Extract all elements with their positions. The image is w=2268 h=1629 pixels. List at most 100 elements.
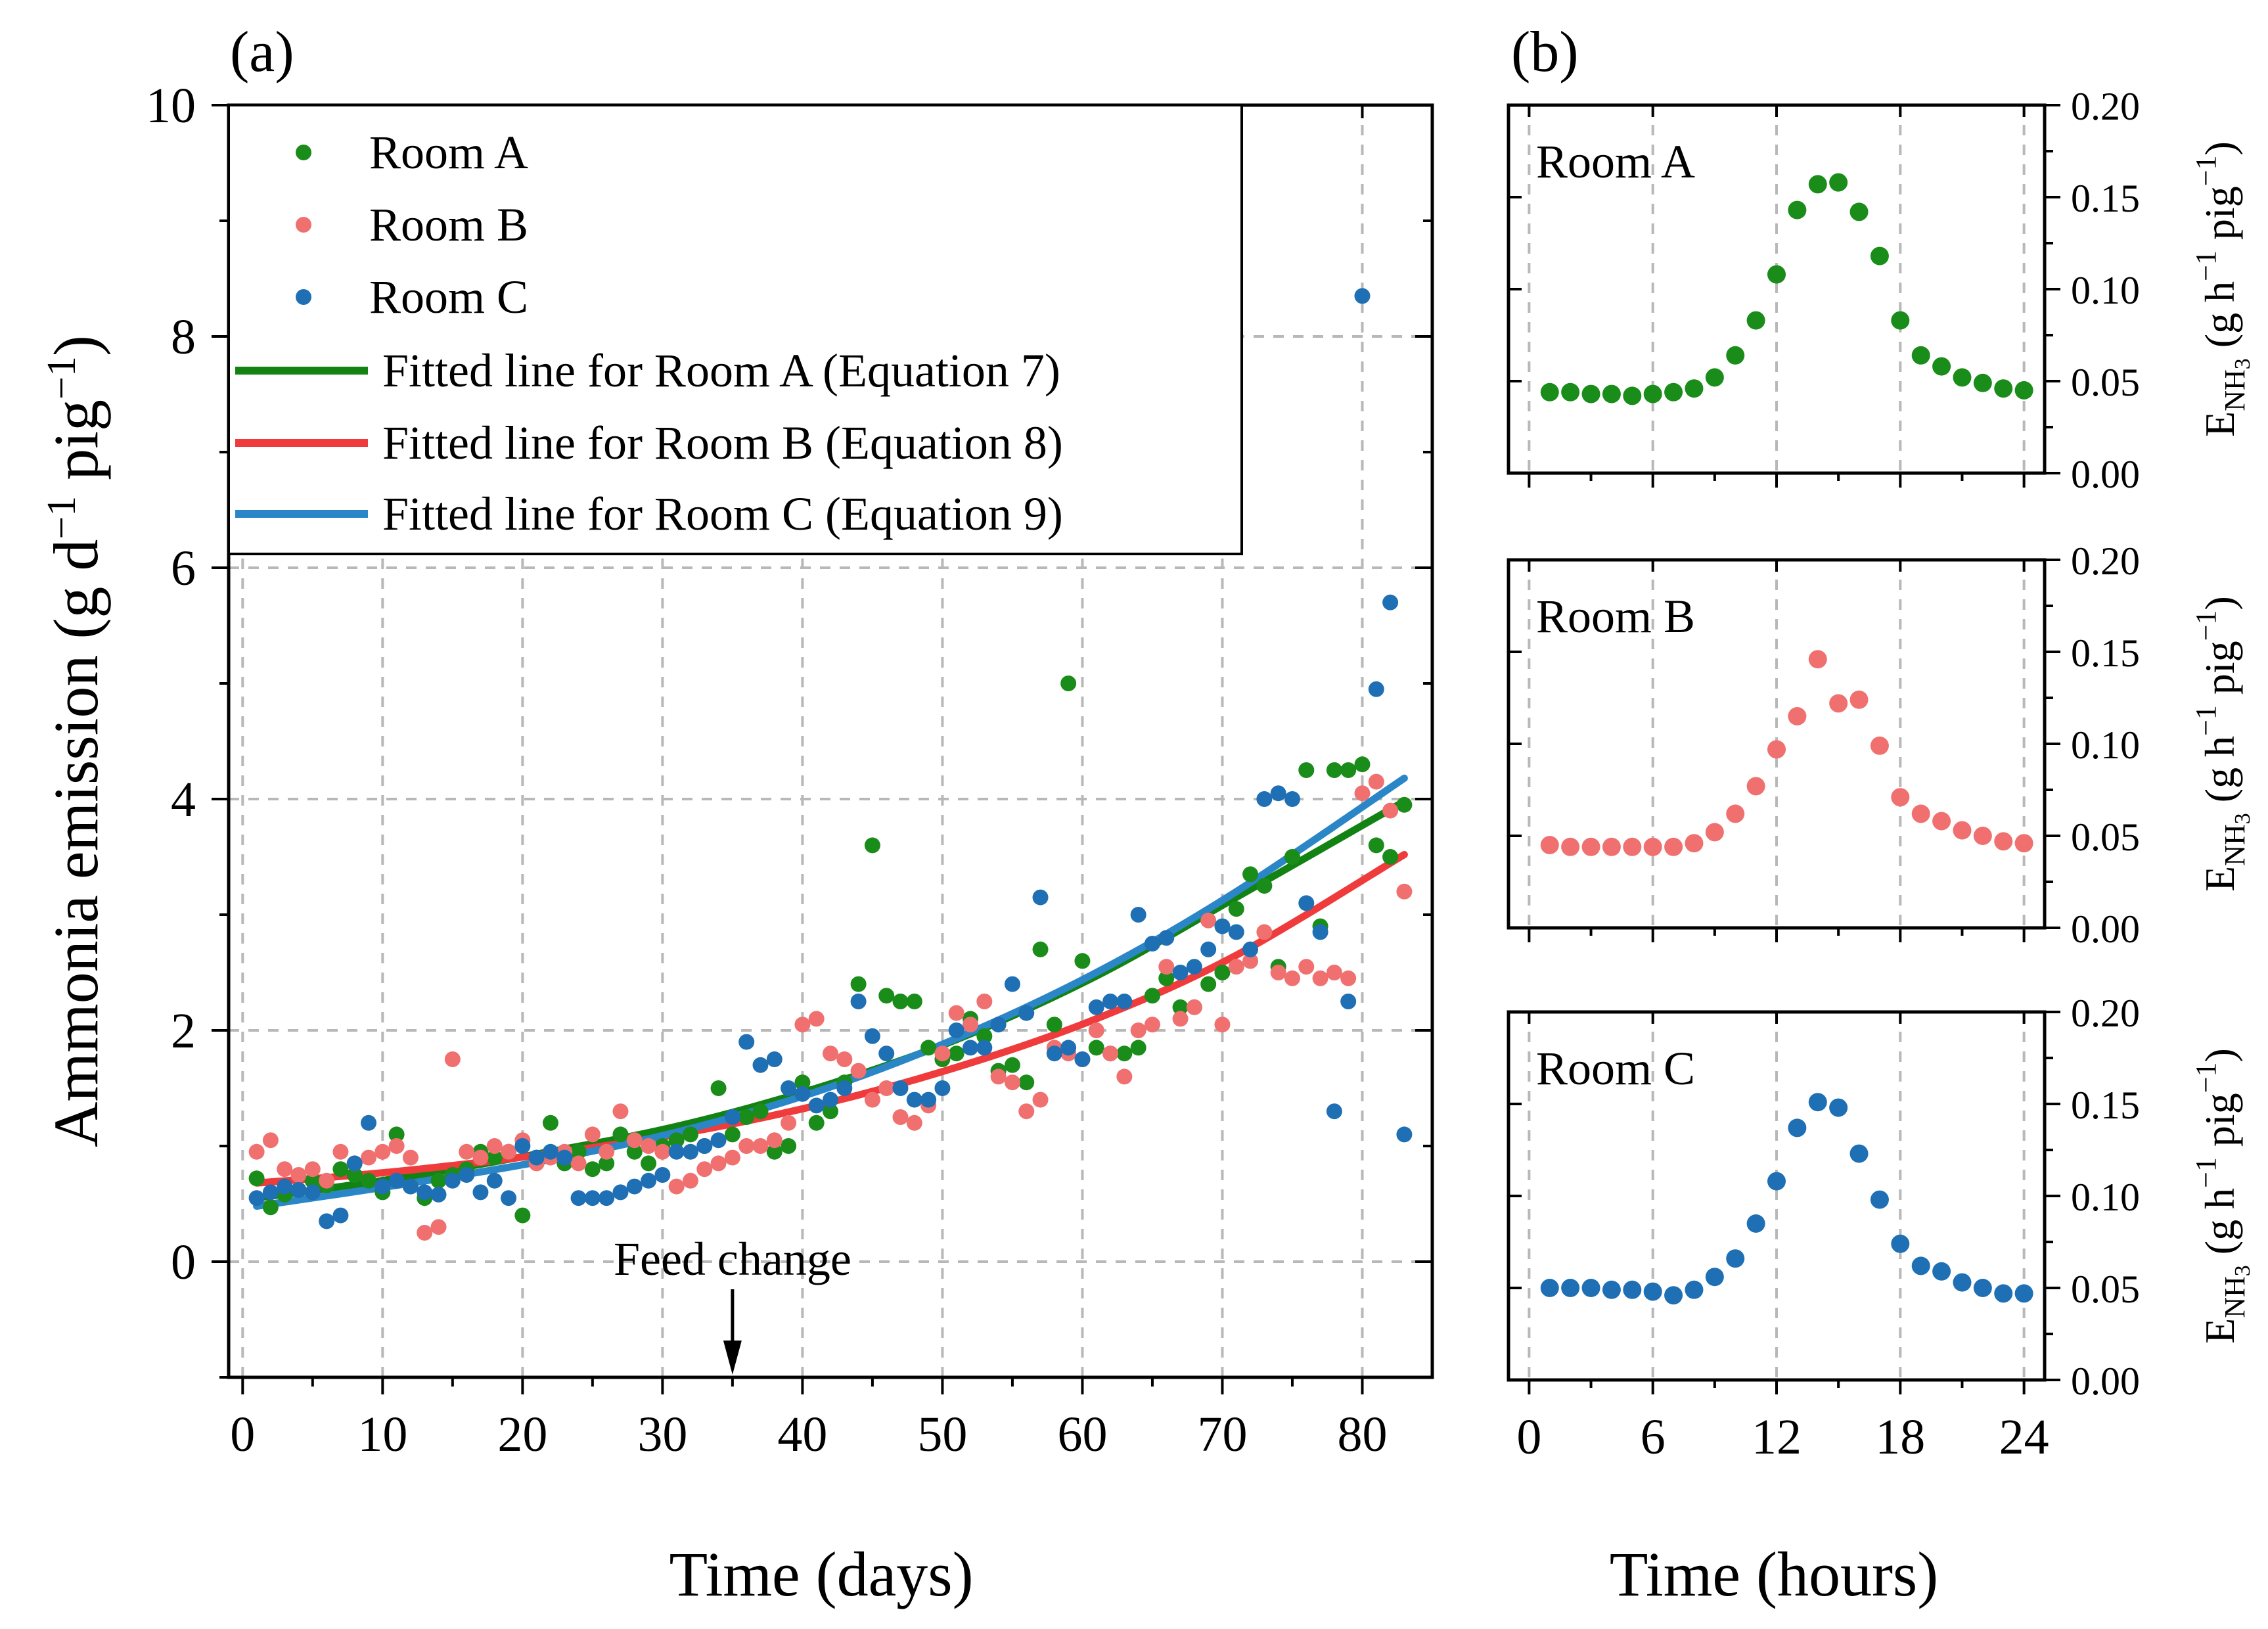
data-point-room_c xyxy=(599,1190,615,1206)
data-point-room_b xyxy=(1228,959,1244,975)
data-point-room_b xyxy=(1746,777,1765,796)
data-point-room_c xyxy=(1623,1280,1642,1299)
y-tick-label: 0.00 xyxy=(2071,453,2140,496)
data-point-room_a xyxy=(1130,1040,1146,1056)
data-point-room_c xyxy=(1088,999,1104,1015)
y-tick-label: 0.15 xyxy=(2071,177,2140,220)
data-point-room_a xyxy=(262,1199,279,1216)
data-point-room_a xyxy=(1298,762,1315,778)
data-point-room_a xyxy=(1808,175,1827,194)
data-point-room_a xyxy=(388,1126,405,1143)
panel-a-ticks xyxy=(212,104,1432,1394)
data-point-room_c xyxy=(1788,1118,1807,1137)
data-point-room_c xyxy=(641,1172,657,1189)
x-tick-label: 80 xyxy=(1337,1407,1387,1462)
data-point-room_c xyxy=(514,1138,531,1154)
data-point-room_a xyxy=(570,1143,587,1160)
data-point-room_b xyxy=(584,1126,601,1143)
subplot-frame xyxy=(1507,103,2047,475)
data-point-room_a xyxy=(1623,386,1642,405)
data-point-room_b xyxy=(459,1143,475,1160)
data-point-room_c xyxy=(738,1034,755,1050)
data-point-room_b xyxy=(654,1143,671,1160)
data-point-room_b xyxy=(1214,1017,1231,1033)
y-title-main: Ammonia emission xyxy=(41,655,111,1147)
data-point-room_c xyxy=(794,1086,811,1102)
data-point-room_c xyxy=(864,1028,880,1044)
data-point-room_a xyxy=(1256,878,1273,894)
data-point-room_c xyxy=(1932,1262,1951,1281)
data-point-room_b xyxy=(1685,834,1704,853)
data-point-room_c xyxy=(710,1132,727,1149)
data-point-room_c xyxy=(654,1167,671,1183)
data-point-room_a xyxy=(1953,368,1972,387)
data-point-room_b xyxy=(1540,836,1559,854)
data-point-room_a xyxy=(1284,849,1300,865)
y-axis-title-part: −1 xyxy=(2190,1157,2222,1188)
data-point-room_b xyxy=(1911,804,1930,823)
data-point-room_b xyxy=(1581,837,1600,856)
legend-marker-room-a xyxy=(296,145,311,160)
legend: Room A Room B Room C Fitted line for Roo… xyxy=(227,104,1243,555)
data-point-room_b xyxy=(823,1045,838,1062)
legend-label-room-b: Room B xyxy=(369,198,528,251)
data-point-room_b xyxy=(1270,965,1286,980)
x-tick-label: 0 xyxy=(1516,1410,1541,1465)
data-point-room_a xyxy=(781,1138,797,1154)
y-axis-title-part: pig xyxy=(2196,1093,2243,1157)
data-point-room_b xyxy=(1158,959,1175,975)
data-point-room_b xyxy=(1242,953,1259,969)
data-point-room_b xyxy=(290,1167,307,1183)
data-point-room_c xyxy=(1214,918,1231,934)
data-point-room_c xyxy=(1228,924,1244,940)
data-point-room_b xyxy=(1643,837,1662,856)
data-point-room_c xyxy=(332,1207,349,1224)
data-point-room_c xyxy=(892,1080,909,1096)
legend-label-fit-a: Fitted line for Room A (Equation 7) xyxy=(382,344,1060,397)
data-point-room_a xyxy=(1214,965,1231,980)
y-tick-label: 4 xyxy=(171,772,196,827)
feed-change-label: Feed change xyxy=(614,1233,851,1285)
data-point-room_a xyxy=(1116,1045,1133,1062)
legend-marker-room-c xyxy=(296,289,311,305)
data-point-room_b xyxy=(304,1161,321,1178)
data-point-room_c xyxy=(724,1109,740,1125)
y-axis-title-part: −1 xyxy=(2190,610,2222,641)
room-label: Room C xyxy=(1536,1042,1695,1095)
y-axis-title-part: ) xyxy=(2196,1048,2243,1062)
data-point-room_b xyxy=(696,1161,713,1178)
data-point-room_b xyxy=(599,1143,615,1160)
data-point-room_b xyxy=(402,1149,419,1166)
data-point-room_b xyxy=(1705,823,1724,842)
data-point-room_c xyxy=(444,1172,461,1189)
data-point-room_a xyxy=(1340,762,1357,778)
y-tick-label: 0 xyxy=(171,1235,196,1290)
data-point-room_b xyxy=(1870,736,1889,755)
data-point-room_b xyxy=(1172,1011,1189,1027)
data-point-room_c xyxy=(990,1017,1007,1033)
subplot-frame xyxy=(1507,558,2047,930)
data-point-room_a xyxy=(1540,382,1559,402)
y-axis-title-part: E xyxy=(2196,411,2243,437)
data-point-room_a xyxy=(1396,796,1413,813)
data-point-room_b xyxy=(1808,650,1827,669)
data-point-room_c xyxy=(1158,930,1175,946)
panel-a-x-tick-labels: 0 10 20 30 40 50 60 70 80 xyxy=(230,1407,1387,1462)
data-point-room_c xyxy=(1242,941,1259,957)
data-point-room_c xyxy=(1643,1282,1662,1301)
data-point-room_a xyxy=(514,1207,531,1224)
panel-a-fit-lines xyxy=(253,774,1408,1210)
y-axis-title: ENH3 (g h−1 pig−1) xyxy=(2190,141,2255,437)
panel-b-x-axis-title: Time (hours) xyxy=(1610,1539,1938,1609)
data-point-room_b xyxy=(850,1063,867,1079)
data-point-room_b xyxy=(990,1068,1007,1085)
data-point-room_c xyxy=(361,1114,377,1131)
data-point-room_c xyxy=(1540,1279,1559,1297)
data-point-room_b xyxy=(1256,924,1273,940)
data-point-room_b xyxy=(766,1132,782,1149)
data-point-room_b xyxy=(1102,1045,1119,1062)
data-point-room_b xyxy=(1326,965,1342,980)
data-point-room_c xyxy=(1130,907,1146,923)
data-point-room_a xyxy=(1382,849,1399,865)
data-point-room_c xyxy=(682,1143,698,1160)
